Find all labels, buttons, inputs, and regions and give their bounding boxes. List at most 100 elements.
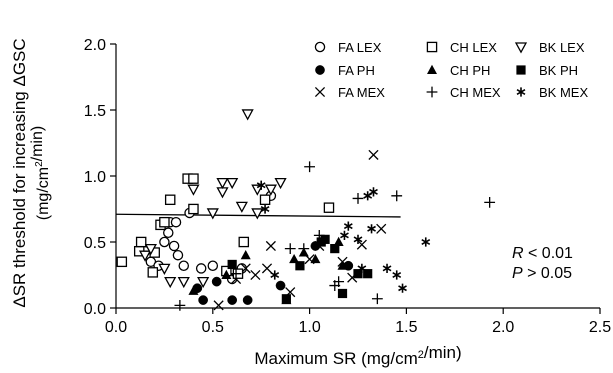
point-ch-mex: [371, 293, 383, 305]
point-ch-ph: [240, 250, 251, 260]
point-bk-lex: [138, 250, 152, 262]
point-fa-lex: [172, 249, 184, 261]
legend-marker-bk-lex: [514, 42, 528, 54]
x-tick-label: 2.0: [492, 319, 514, 336]
legend-marker-fa-ph: [315, 65, 325, 75]
point-bk-lex: [197, 276, 210, 289]
point-bk-lex: [251, 208, 264, 220]
point-bk-lex: [164, 276, 177, 289]
point-fa-ph: [198, 295, 208, 305]
point-ch-lex: [147, 267, 159, 278]
legend-label: FA MEX: [338, 85, 385, 100]
point-ch-ph: [289, 253, 300, 264]
y-axis-units: (mg/cm2/min): [29, 126, 52, 220]
point-fa-mex: [250, 269, 261, 281]
legend-marker-fa-lex: [314, 41, 326, 53]
point-ch-ph: [310, 253, 321, 264]
point-ch-lex: [323, 202, 335, 213]
point-bk-mex: [382, 263, 392, 273]
point-fa-mex: [265, 240, 276, 252]
legend-label: BK MEX: [539, 85, 588, 100]
point-fa-lex: [163, 227, 174, 239]
legend-item-fa-lex: FA LEX: [314, 40, 382, 55]
point-fa-lex: [159, 236, 170, 248]
point-bk-lex: [241, 109, 254, 121]
legend-marker-ch-ph: [427, 64, 437, 74]
p-value: P > 0.05: [512, 265, 572, 282]
point-ch-mex: [298, 243, 310, 254]
point-bk-mex: [398, 283, 407, 293]
point-bk-ph: [295, 261, 305, 271]
point-ch-mex: [391, 190, 403, 202]
point-bk-mex: [270, 270, 280, 280]
point-bk-ph: [281, 294, 291, 304]
point-ch-mex: [484, 197, 496, 208]
point-fa-ph: [211, 276, 222, 287]
point-ch-ph: [221, 269, 232, 279]
point-ch-ph: [333, 236, 344, 246]
y-tick-label: 1.5: [84, 103, 106, 120]
point-bk-lex: [274, 177, 287, 190]
point-bk-mex: [363, 191, 373, 201]
point-bk-mex: [392, 270, 402, 280]
point-fa-ph: [275, 280, 286, 291]
point-bk-mex: [369, 187, 378, 197]
legend-marker-fa-mex: [314, 86, 326, 98]
point-bk-ph: [337, 288, 348, 299]
point-bk-ph: [227, 259, 237, 270]
point-fa-lex: [170, 216, 182, 228]
point-ch-lex: [164, 194, 176, 206]
legend-marker-bk-mex: [516, 87, 526, 97]
point-bk-mex: [340, 230, 349, 240]
point-ch-mex: [304, 161, 315, 173]
point-bk-mex: [260, 204, 270, 214]
x-tick-label: 1.5: [395, 319, 417, 336]
legend-marker-ch-lex: [426, 41, 438, 53]
point-bk-ph: [320, 234, 330, 244]
legend-item-ch-ph: CH PH: [427, 63, 490, 78]
point-fa-lex: [195, 263, 207, 274]
point-bk-mex: [353, 234, 363, 244]
point-bk-lex: [216, 177, 229, 190]
legend-item-bk-lex: BK LEX: [514, 40, 585, 55]
point-ch-lex: [238, 236, 250, 248]
point-ch-mex: [284, 243, 296, 254]
y-tick-label: 1.0: [84, 169, 106, 186]
y-tick-label: 2.0: [84, 37, 106, 54]
point-bk-lex: [264, 184, 277, 196]
legend-item-ch-lex: CH LEX: [426, 40, 497, 55]
point-fa-ph: [242, 295, 253, 305]
point-bk-lex: [226, 177, 239, 190]
point-fa-mex: [376, 223, 387, 234]
legend-item-bk-ph: BK PH: [516, 63, 578, 78]
point-fa-mex: [261, 263, 273, 274]
y-tick-label: 0.0: [84, 301, 106, 318]
point-bk-ph: [330, 244, 340, 254]
legend-item-bk-mex: BK MEX: [516, 85, 588, 100]
point-fa-lex: [207, 260, 219, 272]
point-bk-mex: [256, 180, 266, 190]
point-ch-ph: [337, 260, 348, 270]
point-ch-lex: [188, 173, 199, 184]
point-bk-lex: [251, 184, 264, 196]
x-tick-label: 0.0: [105, 319, 127, 336]
legend-label: FA LEX: [338, 40, 382, 55]
point-bk-lex: [187, 184, 200, 196]
r-value: R < 0.01: [512, 245, 573, 262]
point-fa-lex: [178, 260, 190, 272]
point-fa-mex: [356, 239, 367, 250]
point-ch-lex: [259, 194, 271, 206]
point-fa-mex: [368, 149, 379, 160]
point-ch-mex: [230, 268, 242, 280]
point-bk-mex: [367, 224, 376, 234]
x-tick-label: 0.5: [202, 319, 224, 336]
point-fa-ph: [227, 295, 238, 305]
point-bk-lex: [144, 243, 157, 256]
legend-label: CH MEX: [450, 85, 501, 100]
point-bk-lex: [158, 263, 171, 275]
point-ch-mex: [333, 276, 345, 287]
point-ch-lex: [116, 256, 128, 268]
point-fa-mex: [213, 300, 224, 311]
point-ch-ph: [188, 285, 199, 295]
